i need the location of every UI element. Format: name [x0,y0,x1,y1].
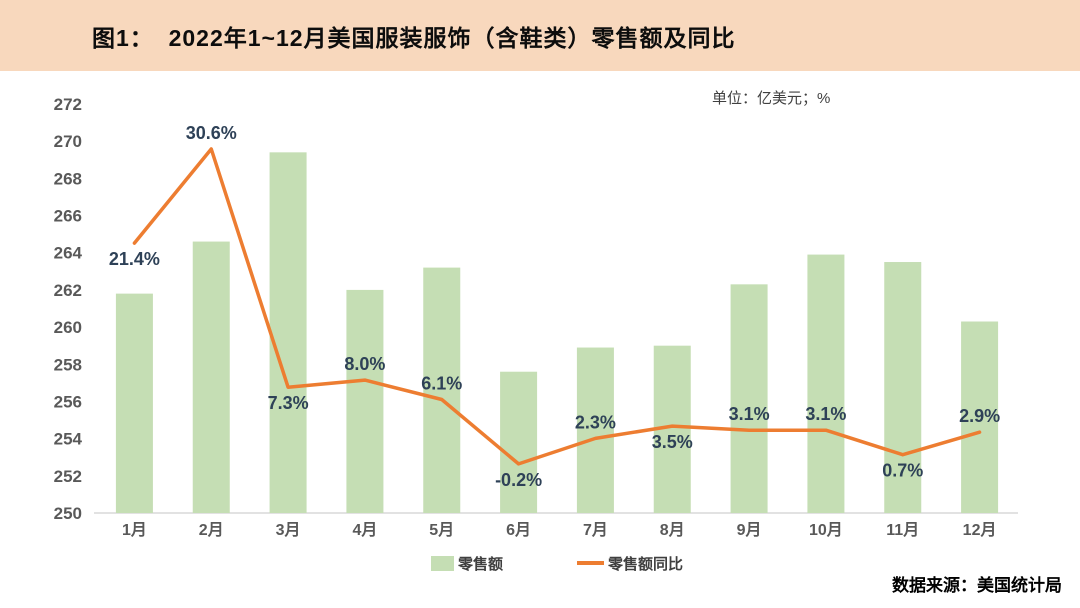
x-axis-label-4月: 4月 [352,521,377,539]
x-axis-label-7月: 7月 [583,521,608,539]
retail-sales-bar-10月 [807,254,845,513]
retail-sales-bar-2月 [192,241,230,513]
yoy-data-label-9月: 3.1% [729,404,770,424]
y-axis-tick-label: 264 [54,244,83,263]
retail-sales-bar-5月 [423,267,461,513]
y-axis-tick-label: 270 [54,132,82,151]
yoy-data-label-1月: 21.4% [109,249,160,269]
retail-sales-bar-1月 [115,293,153,513]
unit-label: 单位：亿美元；% [712,90,831,107]
page-title: 图1： 2022年1~12月美国服装服饰（含鞋类）零售额及同比 [92,24,736,51]
chart-title-banner: 图1： 2022年1~12月美国服装服饰（含鞋类）零售额及同比 [0,0,1080,71]
x-axis-label-3月: 3月 [276,521,301,539]
retail-sales-bar-4月 [346,289,384,513]
yoy-data-label-10月: 3.1% [805,404,846,424]
y-axis-tick-label: 266 [54,207,82,226]
retail-sales-bar-11月 [884,262,922,513]
yoy-data-label-12月: 2.9% [959,406,1000,426]
data-source-label: 数据来源：美国统计局 [892,576,1062,595]
x-axis-label-5月: 5月 [429,521,454,539]
yoy-data-label-8月: 3.5% [652,432,693,452]
yoy-line [132,147,982,466]
legend-bar-swatch [430,555,454,571]
yoy-data-label-5月: 6.1% [421,374,462,394]
legend-line-swatch [577,561,604,565]
x-axis-label-1月: 1月 [122,521,147,539]
yoy-data-label-2月: 30.6% [186,123,237,143]
retail-sales-bar-7月 [576,347,614,513]
y-axis-tick-label: 250 [54,504,82,523]
retail-sales-bar-12月 [961,321,999,513]
x-axis-label-6月: 6月 [506,521,531,539]
retail-sales-bar-9月 [730,284,768,513]
x-axis-label-2月: 2月 [199,521,224,539]
legend: 零售额 零售额同比 [96,549,1018,577]
legend-bar-label: 零售额 [457,555,503,573]
y-axis-tick-label: 254 [54,430,83,449]
legend-line-label: 零售额同比 [608,555,684,573]
y-axis-tick-label: 268 [54,169,82,188]
x-axis-label-12月: 12月 [963,521,997,539]
y-axis-tick-label: 260 [54,318,82,337]
x-axis-label-9月: 9月 [737,521,762,539]
x-axis-label-8月: 8月 [660,521,685,539]
yoy-data-label-3月: 7.3% [268,393,309,413]
y-axis-tick-label: 262 [54,281,82,300]
y-axis-tick-label: 252 [54,467,82,486]
retail-sales-bar-6月 [500,371,538,513]
yoy-data-label-7月: 2.3% [575,412,616,432]
yoy-data-label-11月: 0.7% [882,461,923,481]
y-axis-tick-label: 256 [54,392,82,411]
y-axis-tick-label: 272 [54,95,82,114]
yoy-data-label-6月: -0.2% [495,470,542,490]
x-axis-label-10月: 10月 [809,521,843,539]
x-axis-label-11月: 11月 [886,521,919,539]
yoy-data-label-4月: 8.0% [344,354,385,374]
retail-sales-bar-3月 [269,152,307,513]
y-axis-tick-label: 258 [54,355,82,374]
